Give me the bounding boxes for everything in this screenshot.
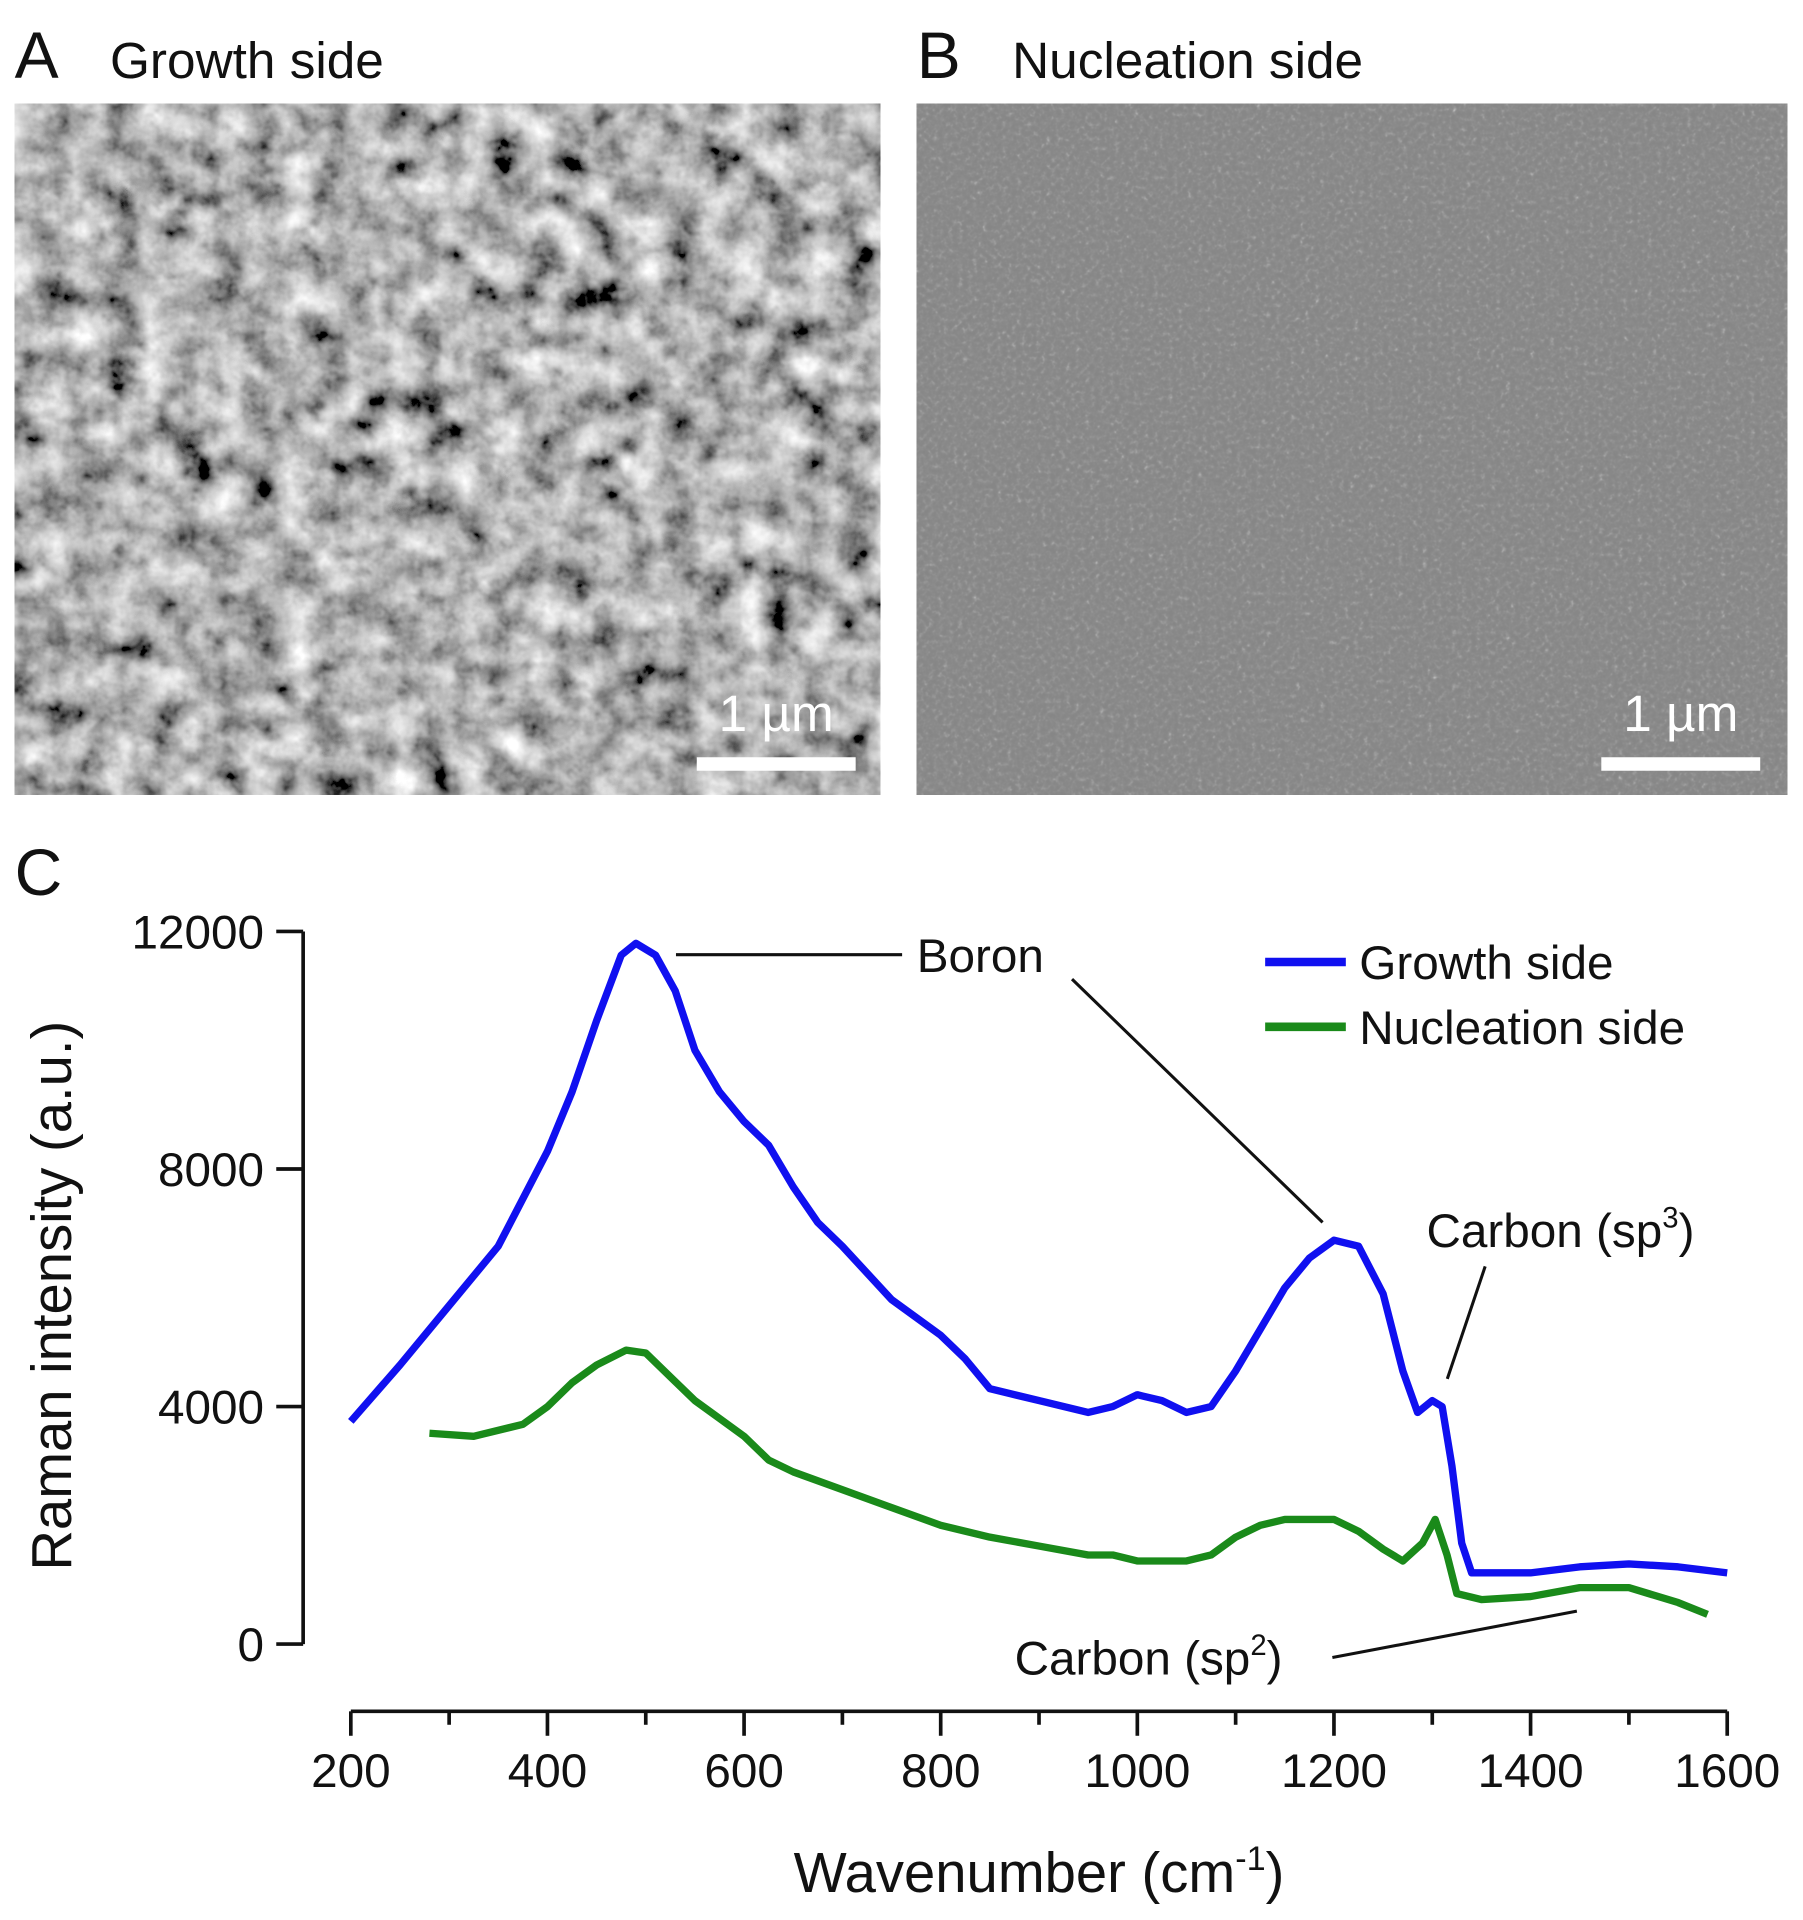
annotation-text: ) [1267,1633,1283,1686]
x-axis-label-sup: -1 [1235,1840,1265,1878]
annotation-sup: 3 [1662,1201,1678,1234]
x-axis-label: Wavenumber (cm-1) [794,1840,1285,1904]
y-tick-label: 0 [238,1619,265,1672]
x-tick-label: 200 [311,1745,391,1798]
annotation-leader [1332,1609,1578,1660]
y-tick-label: 8000 [158,1144,264,1197]
panel-letter: A [15,18,59,92]
series-line [348,939,1728,1577]
legend-label: Growth side [1359,937,1613,990]
annotation-text: Boron [917,930,1044,983]
scale-label: 1 µm [1623,685,1738,742]
panel-letter: B [917,18,961,92]
annotation: Carbon (sp2) [1015,1629,1283,1686]
scale-label: 1 µm [719,685,834,742]
x-tick-label: 1400 [1478,1745,1584,1798]
annotation: Carbon (sp3) [1427,1201,1695,1258]
annotation: Boron [917,930,1044,983]
panel-title: Growth side [110,32,384,89]
x-tick-label: 1000 [1084,1745,1190,1798]
x-axis-label-text: Wavenumber (cm [794,1841,1236,1904]
y-tick-label: 4000 [158,1382,264,1435]
x-axis-label-text: ) [1266,1841,1285,1904]
y-tick-label: 12000 [132,907,265,960]
annotation-sup: 2 [1250,1629,1266,1662]
x-tick-label: 1600 [1674,1745,1780,1798]
sem-image [14,103,881,795]
x-tick-label: 800 [901,1745,981,1798]
panel-title: Nucleation side [1012,32,1363,89]
annotation-leader [1070,978,1324,1224]
annotation-text: Carbon (sp [1015,1633,1251,1686]
x-tick-label: 600 [704,1745,784,1798]
annotation-text: Carbon (sp [1427,1205,1663,1258]
legend-label: Nucleation side [1359,1002,1685,1055]
panel-letter: C [15,835,63,909]
annotation-leader [1445,1265,1487,1380]
x-tick-label: 1200 [1281,1745,1387,1798]
sem-image [916,103,1788,795]
series-line [429,1346,1709,1618]
y-axis-label: Raman intensity (a.u.) [20,1021,83,1571]
annotation-text: ) [1679,1205,1695,1258]
x-tick-label: 400 [508,1745,588,1798]
